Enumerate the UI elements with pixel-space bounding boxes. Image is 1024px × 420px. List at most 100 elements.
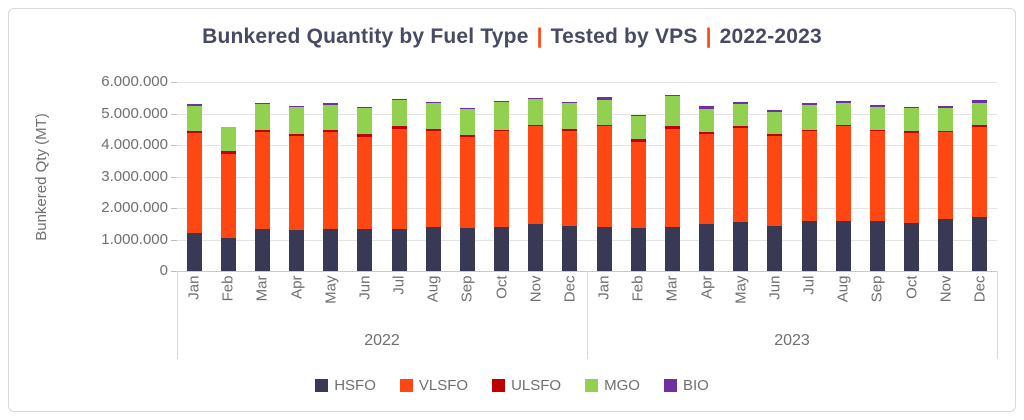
bar-segment-bio — [630, 114, 646, 117]
legend-label: HSFO — [334, 376, 376, 394]
bar-segment-bio — [869, 104, 885, 107]
bar-segment-hsfo — [938, 219, 954, 271]
x-month-label: Jan — [595, 275, 613, 300]
x-month-label: Apr — [288, 275, 306, 299]
x-month-label: Mar — [253, 275, 271, 302]
stacked-bar — [938, 105, 954, 271]
bar-segment-mgo — [869, 106, 885, 130]
bar-segment-bio — [801, 103, 817, 105]
stacked-bar — [528, 97, 544, 271]
bar-segment-bio — [459, 107, 475, 109]
gridline — [177, 176, 997, 178]
x-month-label: Jun — [766, 275, 784, 300]
bar-segment-bio — [699, 106, 715, 109]
stacked-bar — [733, 102, 749, 271]
chart-title-part-3: 2022-2023 — [719, 25, 822, 48]
x-month-label: Oct — [493, 275, 511, 299]
bar-segment-hsfo — [528, 224, 544, 271]
stacked-bar — [630, 114, 646, 271]
legend-swatch-mgo — [585, 378, 599, 392]
bar-segment-hsfo — [869, 220, 885, 271]
x-month-label: Dec — [561, 275, 579, 303]
stacked-bar — [835, 100, 851, 271]
bar-segment-mgo — [767, 111, 783, 134]
bar-segment-bio — [254, 102, 270, 104]
bar-segment-vlsfo — [494, 131, 510, 227]
bar-segment-hsfo — [254, 229, 270, 271]
bar-segment-bio — [972, 100, 988, 103]
bar-segment-bio — [767, 110, 783, 112]
bar-segment-hsfo — [459, 227, 475, 271]
bar-segment-vlsfo — [254, 132, 270, 230]
bar-segment-ulsfo — [459, 134, 475, 138]
bar-segment-ulsfo — [869, 129, 885, 132]
stacked-bar — [972, 100, 988, 271]
bar-segment-bio — [323, 103, 339, 105]
y-tick-label: 2.000.000 — [101, 199, 168, 216]
category-group-separator — [997, 271, 998, 359]
stacked-bar — [699, 106, 715, 271]
bar-segment-mgo — [323, 104, 339, 130]
bar-segment-mgo — [494, 102, 510, 130]
x-month-label: Sep — [868, 275, 886, 303]
bar-segment-ulsfo — [835, 124, 851, 127]
bar-segment-mgo — [733, 103, 749, 127]
bar-segment-ulsfo — [220, 151, 236, 154]
stacked-bar — [220, 126, 236, 271]
title-separator-2: | — [705, 25, 712, 48]
bar-segment-ulsfo — [699, 131, 715, 134]
bar-segment-bio — [596, 96, 612, 100]
stacked-bar — [494, 101, 510, 271]
bar-segment-mgo — [938, 108, 954, 131]
bar-segment-mgo — [562, 103, 578, 129]
stacked-bar — [459, 107, 475, 271]
bar-segment-ulsfo — [733, 126, 749, 128]
bar-segment-hsfo — [186, 233, 202, 271]
bar-segment-vlsfo — [562, 130, 578, 226]
gridline — [177, 113, 997, 115]
bar-segment-hsfo — [289, 230, 305, 271]
gridline — [177, 82, 997, 83]
y-tick-label: 6.000.000 — [101, 73, 168, 90]
bar-segment-bio — [425, 101, 441, 103]
x-month-label: May — [732, 275, 750, 304]
x-month-label: Jan — [185, 275, 203, 300]
bar-segment-hsfo — [323, 228, 339, 271]
bar-segment-vlsfo — [186, 132, 202, 234]
bar-segment-ulsfo — [904, 130, 920, 133]
bar-segment-hsfo — [562, 226, 578, 271]
bar-segment-vlsfo — [733, 127, 749, 222]
y-axis-tick — [171, 176, 177, 178]
y-axis-tick — [171, 239, 177, 241]
bar-segment-vlsfo — [323, 132, 339, 229]
title-separator-1: | — [536, 25, 543, 48]
stacked-bar — [391, 98, 407, 271]
x-month-label: Jun — [356, 275, 374, 300]
bar-segment-bio — [904, 107, 920, 109]
bar-segment-ulsfo — [289, 134, 305, 137]
stacked-bar — [357, 106, 373, 271]
bar-segment-vlsfo — [357, 136, 373, 230]
bar-segment-bio — [357, 106, 373, 108]
bar-segment-vlsfo — [767, 135, 783, 226]
bar-segment-ulsfo — [767, 133, 783, 136]
x-month-label: Aug — [424, 275, 442, 303]
bar-segment-ulsfo — [357, 134, 373, 137]
legend-label: VLSFO — [418, 376, 469, 394]
bar-segment-ulsfo — [494, 129, 510, 132]
bar-segment-ulsfo — [562, 128, 578, 131]
gridline — [177, 208, 997, 209]
gridline — [177, 239, 997, 241]
stacked-bar — [869, 104, 885, 271]
bar-segment-vlsfo — [289, 136, 305, 230]
bar-segment-hsfo — [494, 226, 510, 271]
bar-segment-vlsfo — [528, 126, 544, 225]
bar-segment-hsfo — [801, 221, 817, 271]
x-month-label: Jul — [390, 275, 408, 295]
bar-segment-mgo — [220, 127, 236, 152]
gridline — [177, 145, 997, 146]
chart-title-part-2: Tested by VPS — [550, 25, 698, 48]
x-month-label: Feb — [629, 275, 647, 302]
bar-segment-mgo — [186, 105, 202, 131]
stacked-bar — [904, 107, 920, 271]
